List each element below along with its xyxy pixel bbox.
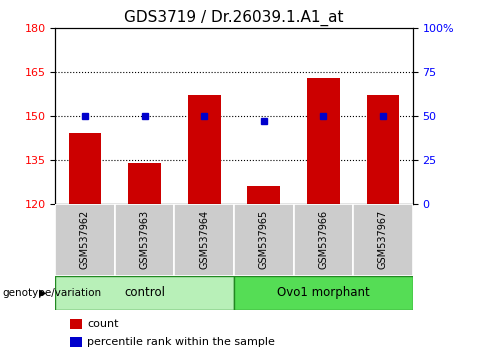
Bar (367, 96, 399, 204)
Bar (70, 337, 82, 347)
Bar (234, 204, 294, 276)
Text: GSM537964: GSM537964 (199, 210, 209, 269)
Bar (55, 204, 115, 276)
Text: control: control (124, 286, 165, 299)
Bar (115, 204, 174, 276)
Bar (55, 276, 234, 310)
Bar (174, 204, 234, 276)
Text: count: count (87, 319, 119, 329)
Bar (307, 78, 340, 204)
Bar (247, 186, 280, 204)
Text: GSM537963: GSM537963 (140, 210, 150, 269)
Title: GDS3719 / Dr.26039.1.A1_at: GDS3719 / Dr.26039.1.A1_at (124, 9, 344, 25)
Text: GSM537966: GSM537966 (318, 210, 328, 269)
Text: GSM537962: GSM537962 (80, 210, 90, 269)
Bar (294, 204, 353, 276)
Text: ▶: ▶ (39, 288, 47, 298)
Text: GSM537967: GSM537967 (378, 210, 388, 269)
Text: GSM537965: GSM537965 (259, 210, 269, 269)
Bar (128, 163, 161, 204)
Text: genotype/variation: genotype/variation (2, 288, 102, 298)
Bar (234, 276, 413, 310)
Text: Ovo1 morphant: Ovo1 morphant (277, 286, 370, 299)
Bar (188, 96, 221, 204)
Bar (353, 204, 413, 276)
Bar (69, 133, 101, 204)
Bar (70, 319, 82, 329)
Text: percentile rank within the sample: percentile rank within the sample (87, 337, 275, 347)
